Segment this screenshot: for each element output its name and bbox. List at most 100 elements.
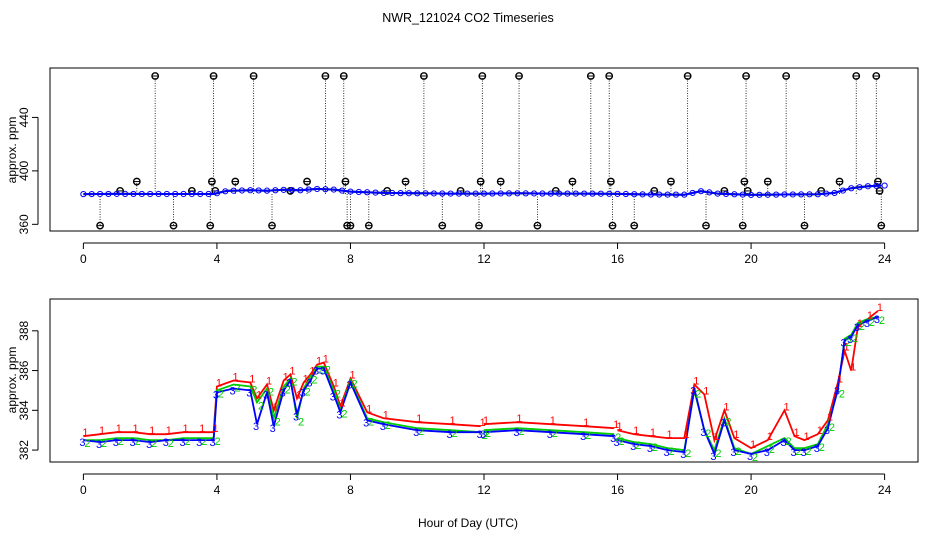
top-baseline-point <box>472 190 479 197</box>
series-point-label-1: 1 <box>480 417 486 429</box>
flag-point <box>496 177 505 186</box>
series-point-label-3: 3 <box>380 421 386 433</box>
flag-point <box>420 72 428 80</box>
flag-point <box>438 221 447 230</box>
top-baseline-point <box>722 190 730 198</box>
series-point-label-2: 2 <box>652 442 658 454</box>
series-point-label-2: 2 <box>482 430 488 442</box>
y-tick-label: 440 <box>17 107 31 127</box>
top-baseline-point <box>205 190 212 198</box>
x-tick-label: 24 <box>878 483 892 497</box>
flag-point <box>606 177 615 186</box>
series-line-1 <box>83 310 879 450</box>
top-baseline-point <box>881 182 888 189</box>
flag-point <box>339 72 348 80</box>
series-point-label-2: 2 <box>695 388 701 400</box>
series-point-label-1: 1 <box>867 310 873 322</box>
flag-point <box>740 177 749 186</box>
series-point-label-3: 3 <box>320 366 326 378</box>
series-point-label-3: 3 <box>764 447 770 459</box>
top-baseline-point <box>455 190 463 197</box>
series-point-label-3: 3 <box>213 389 219 401</box>
series-point-label-2: 2 <box>298 416 304 428</box>
flag-point <box>478 72 487 80</box>
flag-point <box>608 221 617 230</box>
series-point-label-2: 2 <box>418 426 424 438</box>
series-point-label-3: 3 <box>96 439 102 451</box>
top-baseline-point <box>80 191 87 198</box>
series-point-label-2: 2 <box>235 383 241 395</box>
series-point-label-3: 3 <box>680 449 686 461</box>
top-baseline-point <box>339 187 346 194</box>
flag-point <box>667 177 675 186</box>
series-point-label-3: 3 <box>336 409 342 421</box>
top-axes: 0 4 8 12 16 20 24 360 400 440 <box>17 107 892 266</box>
series-point-label-2: 2 <box>859 321 865 333</box>
series-point-label-1: 1 <box>693 376 699 388</box>
bottom-y-axis-label: approx. ppm <box>5 347 19 414</box>
series-point-label-1: 1 <box>216 378 222 390</box>
series-point-label-1: 1 <box>703 385 709 397</box>
flag-point <box>835 177 844 186</box>
series-point-label-2: 2 <box>351 379 357 391</box>
series-point-label-1: 1 <box>249 374 255 386</box>
top-baseline-point <box>88 190 95 198</box>
series-point-label-3: 3 <box>346 380 352 392</box>
series-point-label-2: 2 <box>311 375 317 387</box>
series-point-label-2: 2 <box>258 400 264 412</box>
series-point-label-1: 1 <box>349 370 355 382</box>
series-point-label-2: 2 <box>725 416 731 428</box>
flag-point <box>738 221 747 230</box>
series-point-label-2: 2 <box>518 426 524 438</box>
series-point-label-2: 2 <box>869 317 875 329</box>
top-baseline-point <box>263 187 271 194</box>
bottom-plot-frame <box>49 298 919 463</box>
flag-point <box>763 177 772 186</box>
top-baseline-point <box>839 187 846 194</box>
flag-point <box>533 221 542 230</box>
top-baseline-point <box>280 186 287 193</box>
flag-point <box>341 177 350 186</box>
series-point-label-3: 3 <box>664 447 670 459</box>
flag-point <box>742 72 750 80</box>
top-baseline-point <box>238 187 246 194</box>
series-point-label-2: 2 <box>769 444 775 456</box>
top-baseline-point <box>848 185 855 192</box>
top-baseline-point <box>305 186 312 193</box>
top-baseline-point <box>798 191 805 198</box>
top-baseline-point <box>514 190 521 197</box>
series-point-label-1: 1 <box>827 411 833 423</box>
series-point-label-3: 3 <box>747 451 753 463</box>
series-point-label-2: 2 <box>385 420 391 432</box>
flag-point <box>605 72 614 80</box>
flag-point <box>875 187 884 195</box>
series-point-label-1: 1 <box>616 421 622 433</box>
series-point-label-2: 2 <box>615 432 621 444</box>
top-baseline-point <box>539 190 546 197</box>
series-point-label-3: 3 <box>710 451 716 463</box>
x-tick-label: 24 <box>878 252 892 266</box>
series-point-label-3: 3 <box>790 447 796 459</box>
series-point-label-3: 3 <box>700 427 706 439</box>
top-baseline-point <box>505 190 513 197</box>
x-tick-label: 16 <box>611 252 625 266</box>
series-point-label-3: 3 <box>477 429 483 441</box>
top-baseline-point <box>747 191 755 199</box>
series-point-label-3: 3 <box>293 411 299 423</box>
top-baseline-point <box>606 190 613 197</box>
series-point-label-2: 2 <box>101 438 107 450</box>
series-point-label-1: 1 <box>516 413 522 425</box>
series-point-label-1: 1 <box>289 366 295 378</box>
top-baseline-point <box>589 190 596 197</box>
series-point-label-1: 1 <box>323 354 329 366</box>
series-point-label-2: 2 <box>852 333 858 345</box>
x-tick-label: 8 <box>347 483 354 497</box>
top-flag-points <box>96 72 886 230</box>
series-point-label-2: 2 <box>341 408 347 420</box>
series-line-3 <box>83 316 879 457</box>
x-tick-label: 12 <box>477 252 491 266</box>
series-point-label-2: 2 <box>118 436 124 448</box>
top-baseline-point <box>706 189 713 196</box>
y-tick-label: 382 <box>17 440 31 460</box>
